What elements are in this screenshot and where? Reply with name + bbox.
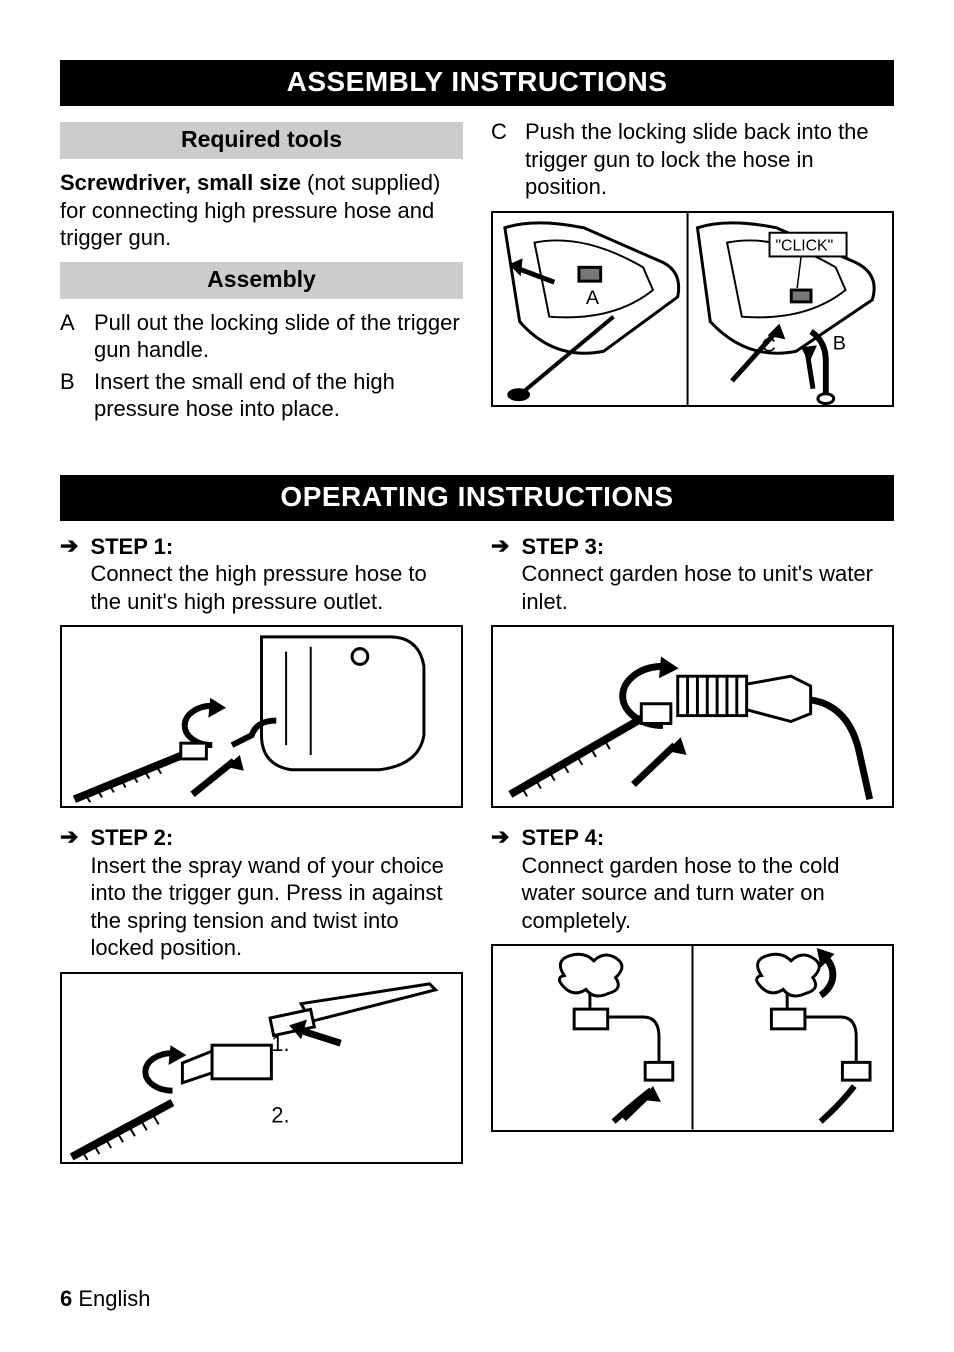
step4-figure (491, 944, 894, 1131)
required-tools-text: Screwdriver, small size (not supplied) f… (60, 169, 463, 252)
step2-text: Insert the spray wand of your choice int… (90, 853, 443, 961)
assembly-columns: Required tools Screwdriver, small size (… (60, 118, 894, 433)
arrow-icon: ➔ (60, 826, 78, 848)
operating-step-1: ➔ STEP 1: Connect the high pressure hose… (60, 533, 463, 616)
operating-step-3: ➔ STEP 3: Connect garden hose to unit's … (491, 533, 894, 616)
page-footer: 6 English (60, 1286, 151, 1312)
operating-step-list-right-2: ➔ STEP 4: Connect garden hose to the col… (491, 824, 894, 934)
step4-figure-svg (493, 946, 892, 1129)
fig2-label-2: 2. (271, 1102, 289, 1127)
fig-label-click: "CLICK" (775, 237, 833, 254)
arrow-icon: ➔ (491, 535, 509, 557)
assembly-left-column: Required tools Screwdriver, small size (… (60, 118, 463, 433)
fig2-label-1: 1. (271, 1031, 289, 1056)
operating-step-4: ➔ STEP 4: Connect garden hose to the col… (491, 824, 894, 934)
assembly-right-column: C Push the locking slide back into the t… (491, 118, 894, 433)
step1-label: STEP 1: (90, 534, 173, 559)
assembly-section-title: ASSEMBLY INSTRUCTIONS (60, 60, 894, 106)
step4-text: Connect garden hose to the cold water so… (521, 853, 839, 933)
step1-text: Connect the high pressure hose to the un… (90, 561, 426, 614)
step-b-text: Insert the small end of the high pressur… (94, 368, 463, 423)
step-a-marker: A (60, 309, 82, 364)
tool-name-bold: Screwdriver, small size (60, 170, 301, 195)
arrow-icon: ➔ (60, 535, 78, 557)
operating-step-list-left: ➔ STEP 1: Connect the high pressure hose… (60, 533, 463, 616)
step-b-marker: B (60, 368, 82, 423)
page-language: English (78, 1286, 150, 1311)
step2-figure-svg: 1. 2. (62, 974, 461, 1162)
operating-columns: ➔ STEP 1: Connect the high pressure hose… (60, 533, 894, 1180)
assembly-step-b: B Insert the small end of the high press… (60, 368, 463, 423)
assembly-letter-list-right: C Push the locking slide back into the t… (491, 118, 894, 201)
step3-figure (491, 625, 894, 808)
manual-page: ASSEMBLY INSTRUCTIONS Required tools Scr… (0, 0, 954, 1352)
operating-step-list-right: ➔ STEP 3: Connect garden hose to unit's … (491, 533, 894, 616)
step1-figure-svg (62, 627, 461, 806)
operating-section-title: OPERATING INSTRUCTIONS (60, 475, 894, 521)
assembly-figure-svg: A (493, 213, 892, 406)
fig-label-c: C (762, 334, 776, 356)
step4-label: STEP 4: (521, 825, 604, 850)
step-a-text: Pull out the locking slide of the trigge… (94, 309, 463, 364)
assembly-step-a: A Pull out the locking slide of the trig… (60, 309, 463, 364)
assembly-letter-list: A Pull out the locking slide of the trig… (60, 309, 463, 423)
operating-right-column: ➔ STEP 3: Connect garden hose to unit's … (491, 533, 894, 1180)
operating-step-list-left-2: ➔ STEP 2: Insert the spray wand of your … (60, 824, 463, 962)
assembly-step-c: C Push the locking slide back into the t… (491, 118, 894, 201)
step1-figure (60, 625, 463, 808)
required-tools-heading: Required tools (60, 122, 463, 159)
assembly-heading: Assembly (60, 262, 463, 299)
fig-label-a: A (586, 286, 600, 308)
step-c-text: Push the locking slide back into the tri… (525, 118, 894, 201)
operating-left-column: ➔ STEP 1: Connect the high pressure hose… (60, 533, 463, 1180)
arrow-icon: ➔ (491, 826, 509, 848)
spacer (60, 433, 894, 475)
operating-step-2: ➔ STEP 2: Insert the spray wand of your … (60, 824, 463, 962)
fig-label-b: B (833, 332, 846, 354)
page-number: 6 (60, 1286, 72, 1311)
step3-label: STEP 3: (521, 534, 604, 559)
step-c-marker: C (491, 118, 513, 201)
assembly-figure: A (491, 211, 894, 408)
step2-figure: 1. 2. (60, 972, 463, 1164)
step3-text: Connect garden hose to unit's water inle… (521, 561, 873, 614)
step3-figure-svg (493, 627, 892, 806)
step2-label: STEP 2: (90, 825, 173, 850)
